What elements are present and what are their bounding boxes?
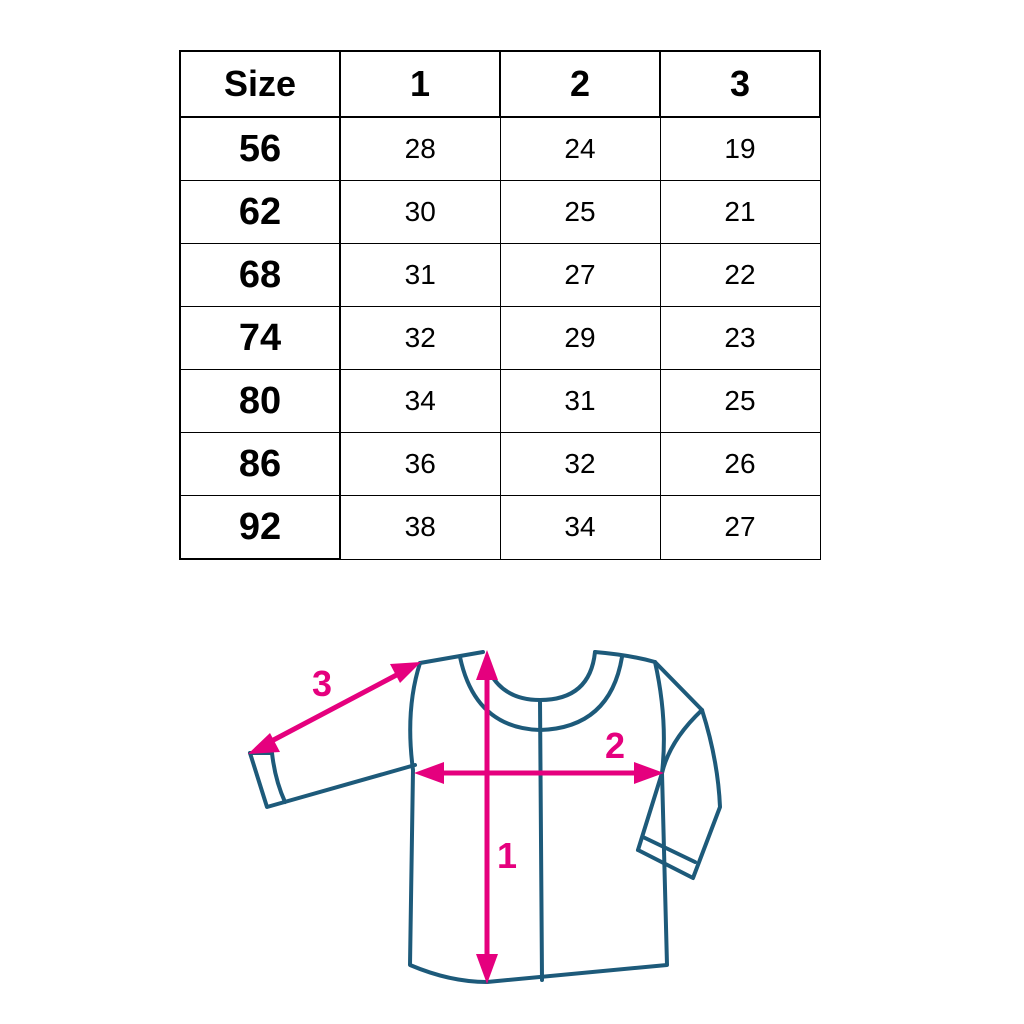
sleeve-arrow [262, 667, 408, 748]
length-arrowhead-bottom [476, 954, 498, 984]
size-cell: 74 [179, 306, 341, 370]
size-table: Size 1 2 3 56 28 24 19 62 30 25 21 68 31 27 22 74 32 2… [179, 50, 821, 560]
table-row: 56 28 24 19 [179, 116, 821, 181]
jacket-outline [248, 650, 722, 984]
header-3: 3 [659, 50, 821, 118]
chest-arrowhead-left [414, 762, 444, 784]
size-cell: 62 [179, 180, 341, 244]
table-row: 92 38 34 27 [179, 495, 821, 560]
measurement-cell: 31 [499, 369, 661, 433]
table-row: 68 31 27 22 [179, 243, 821, 307]
table-row: 62 30 25 21 [179, 180, 821, 244]
size-cell: 68 [179, 243, 341, 307]
length-label: 1 [497, 835, 517, 876]
measurement-cell: 30 [339, 180, 501, 244]
measurement-cell: 36 [339, 432, 501, 496]
measurement-cell: 29 [499, 306, 661, 370]
sleeve-label: 3 [312, 663, 332, 704]
header-1: 1 [339, 50, 501, 118]
measurement-cell: 27 [659, 495, 821, 560]
measurement-cell: 31 [339, 243, 501, 307]
measurement-cell: 22 [659, 243, 821, 307]
size-cell: 86 [179, 432, 341, 496]
length-arrowhead-top [476, 650, 498, 680]
header-row: Size 1 2 3 [179, 50, 821, 118]
sleeve-arrowhead-left [248, 733, 280, 754]
size-cell: 92 [179, 495, 341, 560]
measurement-cell: 21 [659, 180, 821, 244]
measurement-cell: 23 [659, 306, 821, 370]
header-size: Size [179, 50, 341, 118]
measurement-cell: 34 [499, 495, 661, 560]
measurement-cell: 32 [339, 306, 501, 370]
header-2: 2 [499, 50, 661, 118]
table-row: 86 36 32 26 [179, 432, 821, 496]
measurement-cell: 27 [499, 243, 661, 307]
measurement-cell: 25 [659, 369, 821, 433]
table-row: 74 32 29 23 [179, 306, 821, 370]
measurement-cell: 32 [499, 432, 661, 496]
measurement-cell: 34 [339, 369, 501, 433]
chest-arrowhead-right [634, 762, 664, 784]
sleeve-arrowhead-right [390, 662, 421, 683]
chest-label: 2 [605, 725, 625, 766]
measurement-cell: 38 [339, 495, 501, 560]
measurement-cell: 19 [659, 116, 821, 181]
measure-arrows [248, 650, 664, 984]
measurement-cell: 26 [659, 432, 821, 496]
